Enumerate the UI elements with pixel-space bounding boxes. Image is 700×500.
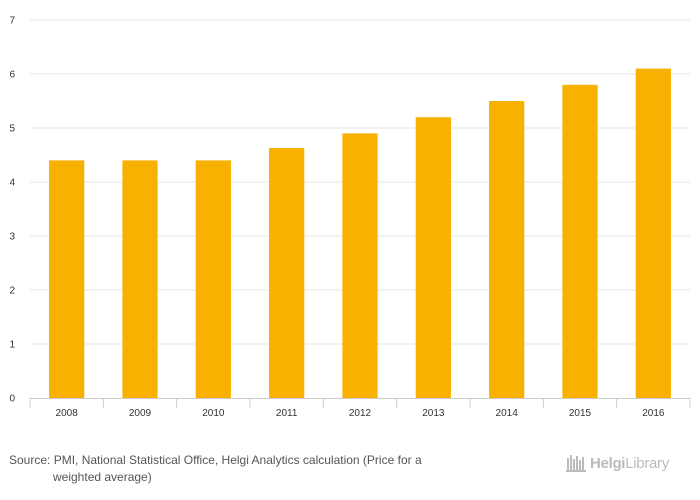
x-tick-label: 2009 <box>129 408 152 419</box>
y-tick-label: 3 <box>9 232 15 243</box>
logo-text: HelgiLibrary <box>590 455 669 472</box>
bar-2011[interactable] <box>269 147 305 398</box>
bar-2009[interactable] <box>122 160 158 398</box>
x-tick-label: 2012 <box>349 408 372 419</box>
logo-text-library: Library <box>625 455 669 472</box>
y-tick-label: 5 <box>9 124 15 135</box>
x-tick-label: 2013 <box>422 408 445 419</box>
x-tick-label: 2015 <box>569 408 592 419</box>
bar-2016[interactable] <box>635 68 671 398</box>
source-line-2: weighted average) <box>53 470 152 484</box>
helgi-library-logo[interactable]: HelgiLibrary <box>566 450 669 472</box>
bar-2008[interactable] <box>49 160 85 398</box>
y-tick-label: 6 <box>9 70 15 81</box>
x-axis <box>29 398 691 408</box>
y-axis-tick-labels: 0 1 2 3 4 5 6 7 <box>9 16 15 405</box>
y-tick-label: 1 <box>9 340 15 351</box>
source-line-1: Source: PMI, National Statistical Office… <box>9 453 422 467</box>
bar-2010[interactable] <box>195 160 231 398</box>
y-tick-label: 2 <box>9 286 15 297</box>
y-tick-label: 7 <box>9 16 15 27</box>
y-tick-label: 0 <box>9 394 15 405</box>
source-note: Source: PMI, National Statistical Office… <box>9 452 549 486</box>
bars <box>49 68 671 399</box>
x-tick-label: 2011 <box>276 408 298 419</box>
logo-text-helgi: Helgi <box>590 455 626 472</box>
x-tick-label: 2008 <box>56 408 79 419</box>
x-axis-tick-labels: 2008 2009 2010 2011 2012 2013 2014 2015 2016 <box>56 408 665 419</box>
y-tick-label: 4 <box>9 178 15 189</box>
bar-2014[interactable] <box>489 101 525 398</box>
x-tick-label: 2010 <box>202 408 225 419</box>
bar-2012[interactable] <box>342 133 378 398</box>
bar-2015[interactable] <box>562 84 598 399</box>
library-logo-icon <box>566 455 586 472</box>
bar-chart: 0 1 2 3 4 5 6 7 2008 2009 2010 2011 2012 2013 2014 201… <box>9 16 691 419</box>
x-tick-label: 2016 <box>642 408 665 419</box>
bar-2013[interactable] <box>415 117 451 398</box>
x-tick-label: 2014 <box>496 408 519 419</box>
